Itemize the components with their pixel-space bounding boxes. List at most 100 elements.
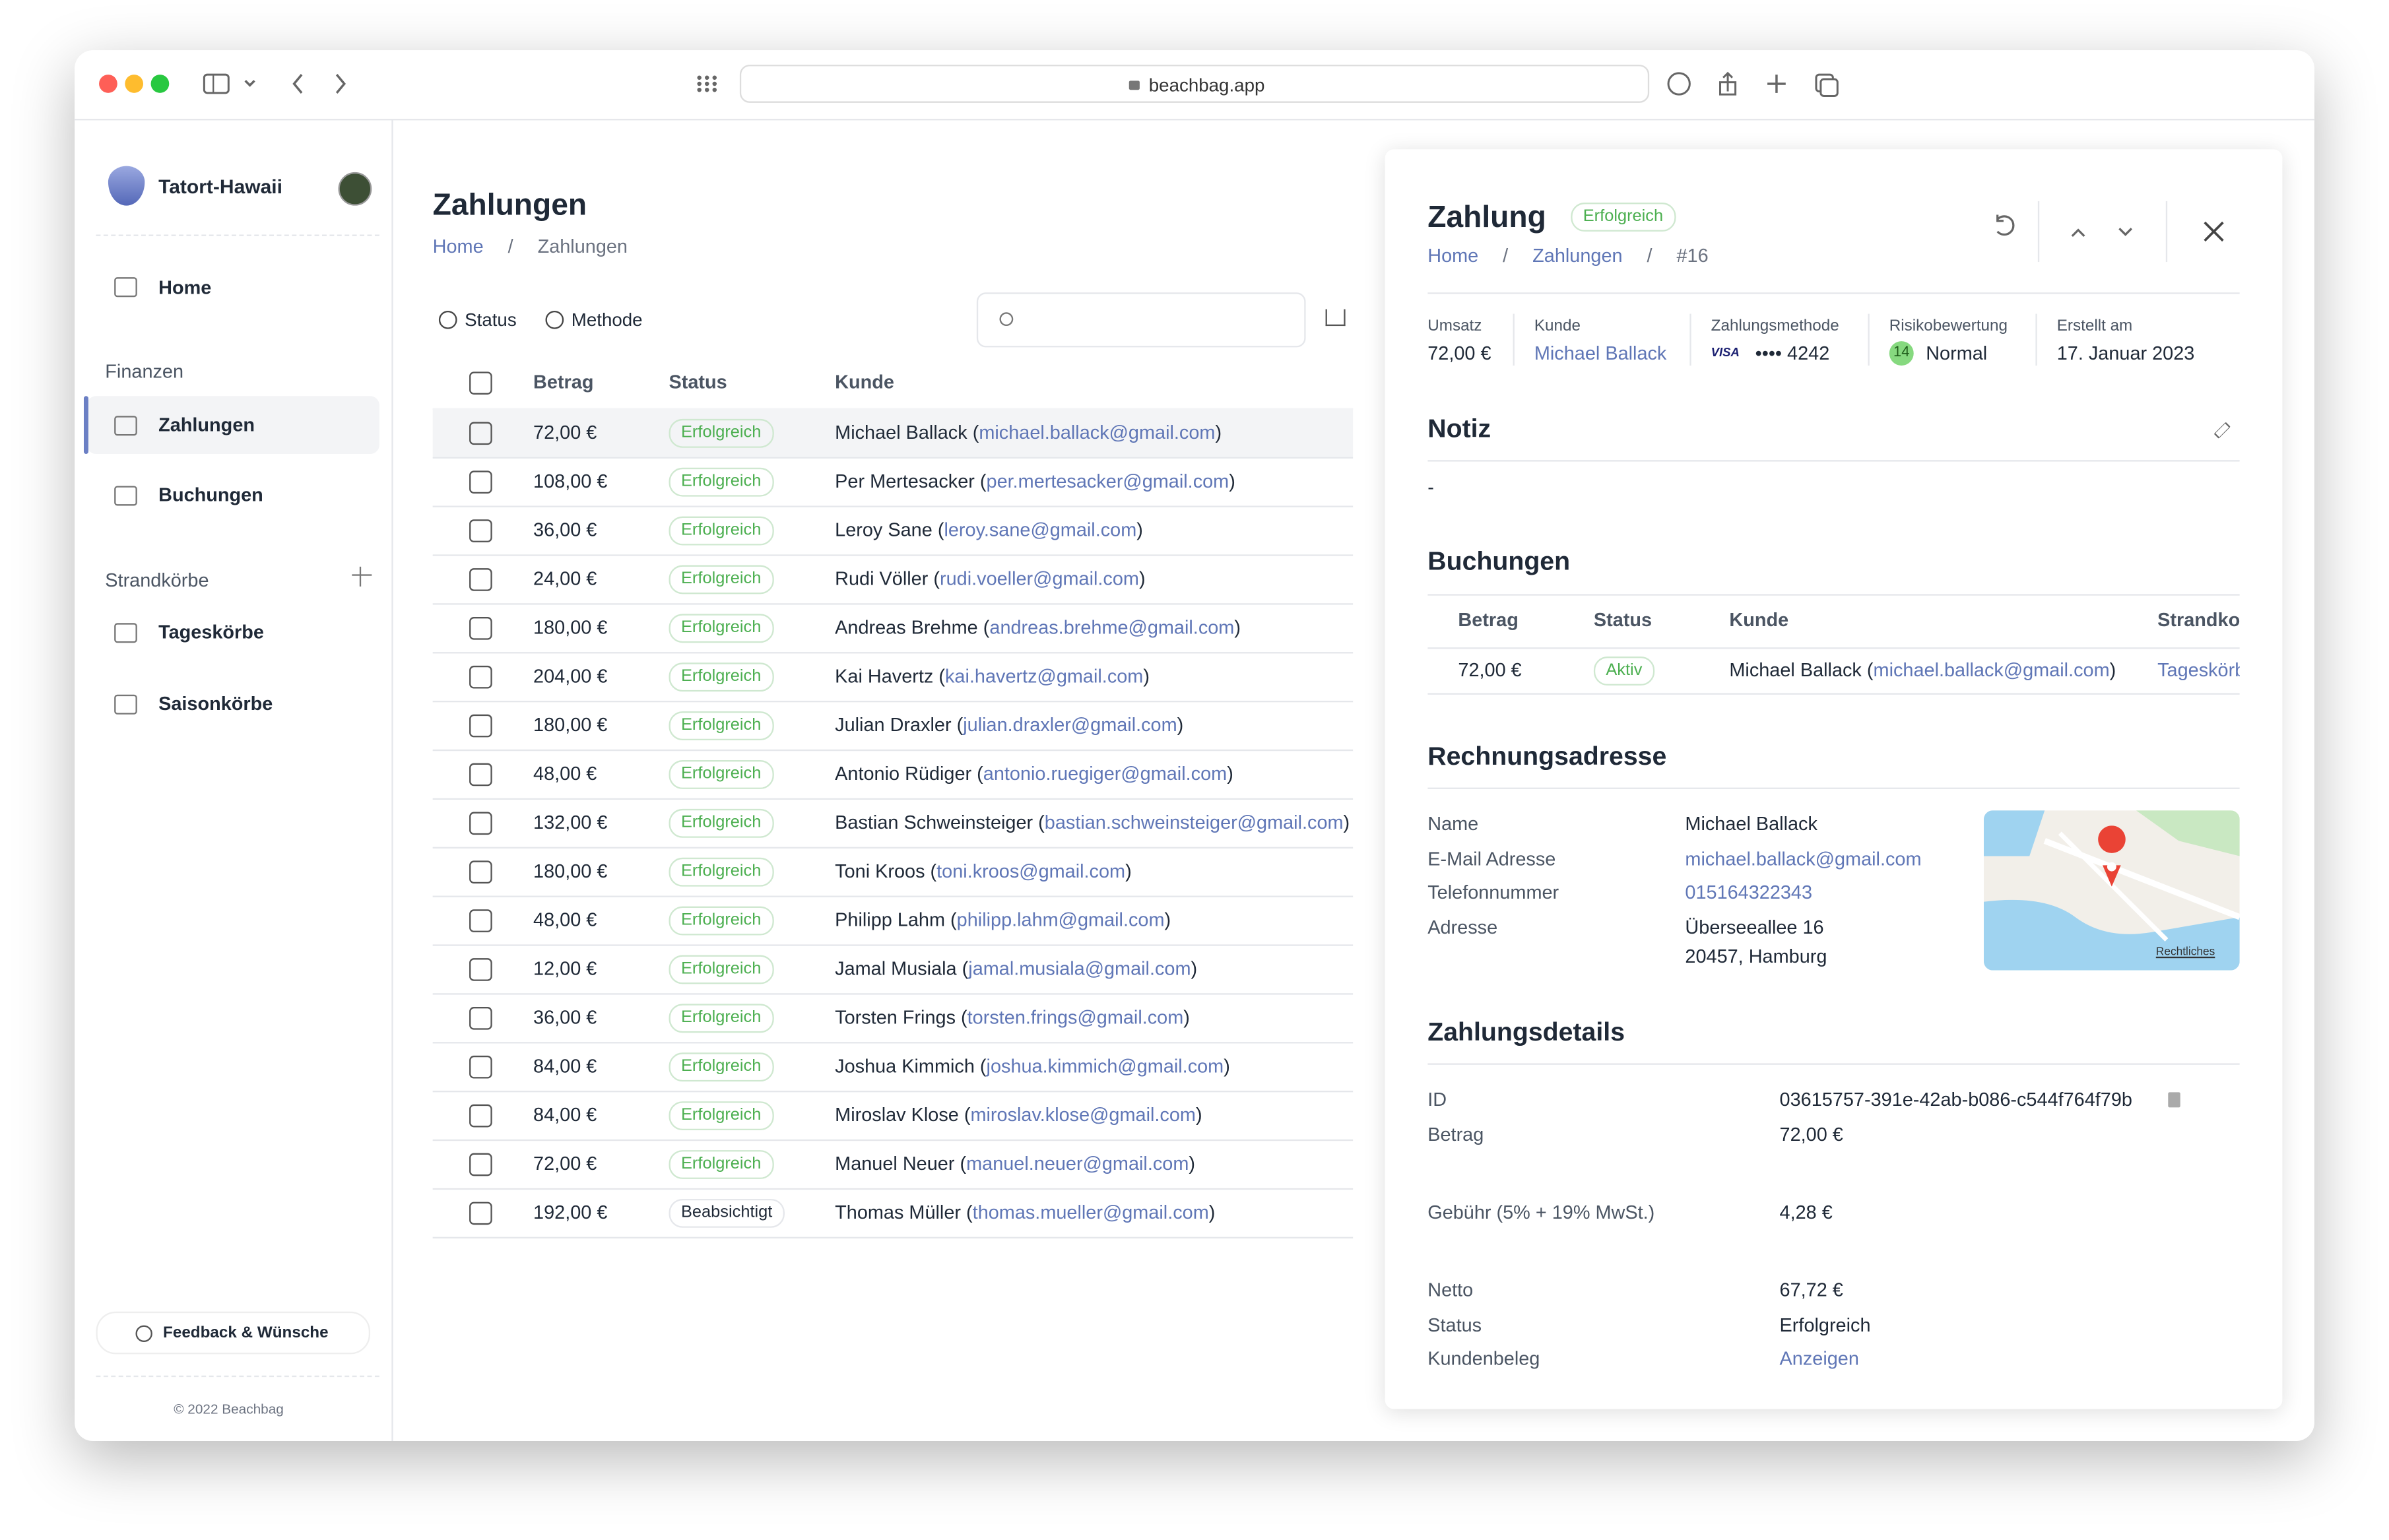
amount: 108,00 € [533, 470, 608, 492]
beach-chair[interactable]: Tageskörbe [2157, 659, 2240, 681]
customer-email[interactable]: rudi.voeller@gmail.com [933, 568, 1145, 589]
row-divider [432, 652, 1354, 654]
field-label: ID [1427, 1089, 1447, 1111]
customer-email[interactable]: antonio.ruegiger@gmail.com [977, 763, 1233, 785]
status-badge: Erfolgreich [669, 955, 773, 984]
status-badge: Erfolgreich [669, 1101, 773, 1131]
customer-email[interactable]: per.mertesacker@gmail.com [980, 470, 1235, 492]
section-title: Notiz [1427, 414, 1491, 443]
status-badge: Aktiv [1593, 657, 1654, 686]
row-divider [432, 1236, 1354, 1238]
stat-value[interactable]: Michael Ballack [1534, 342, 1667, 364]
checkbox[interactable] [469, 1104, 492, 1128]
edit-icon [2213, 422, 2231, 439]
checkbox[interactable] [469, 568, 492, 591]
nav-item[interactable]: Tageskörbe [158, 621, 264, 643]
amount: 132,00 € [533, 812, 608, 833]
customer: Michael Ballack michael.ballack@gmail.co… [835, 420, 1222, 445]
filter-icon [438, 310, 457, 329]
checkbox[interactable] [469, 714, 492, 738]
checkbox[interactable] [469, 519, 492, 542]
customer-email[interactable]: manuel.neuer@gmail.com [960, 1153, 1195, 1174]
amount: 36,00 € [533, 1007, 597, 1029]
field-value[interactable]: 015164322343 [1685, 882, 1813, 904]
nav-item[interactable]: Zahlungen [158, 414, 255, 436]
crumb link[interactable]: Home [432, 236, 484, 258]
amount: 192,00 € [533, 1202, 608, 1223]
field-value: 72,00 € [1779, 1124, 1843, 1146]
customer-email[interactable]: michael.ballack@gmail.com [1867, 660, 2116, 681]
feedback-button [96, 1311, 371, 1355]
feedback-text[interactable]: Feedback & Wünsche [163, 1324, 329, 1342]
nav-section: Strandkörbe [105, 569, 209, 591]
checkbox[interactable] [469, 958, 492, 981]
panel-controls[interactable] [1980, 201, 2239, 263]
customer-email[interactable]: torsten.frings@gmail.com [961, 1007, 1190, 1028]
customer-email[interactable]: michael.ballack@gmail.com [973, 422, 1222, 443]
customer-email[interactable]: leroy.sane@gmail.com [938, 519, 1143, 540]
url-text[interactable]: beachbag.app [1148, 75, 1265, 96]
stat-value: Normal [1926, 342, 1988, 364]
field-value: Überseeallee 16 [1685, 916, 1824, 939]
detail-content: Zahlung Erfolgreich HomeZahlungen#16 Umsatz… [1427, 149, 2240, 1409]
customer-email[interactable]: julian.draxler@gmail.com [957, 715, 1184, 736]
checkbox[interactable] [469, 1055, 492, 1079]
nav-item[interactable]: Home [158, 277, 212, 299]
customer-email[interactable]: andreas.brehme@gmail.com [983, 617, 1241, 638]
field-label: Name [1427, 813, 1479, 835]
field-value[interactable]: michael.ballack@gmail.com [1685, 848, 1922, 870]
checkbox[interactable] [469, 1007, 492, 1030]
search-input[interactable] [976, 292, 1306, 348]
nav-item[interactable]: Buchungen [158, 484, 263, 506]
nav-active-bar [83, 396, 88, 454]
field-label: Kundenbeleg [1427, 1348, 1540, 1370]
detail-title: Zahlung [1427, 201, 1546, 235]
row-divider [432, 749, 1354, 752]
checkbox[interactable] [469, 470, 492, 494]
amount: 180,00 € [533, 860, 608, 882]
checkbox[interactable] [469, 665, 492, 689]
nav-item[interactable]: Saisonkörbe [158, 693, 273, 715]
add-button[interactable] [350, 565, 372, 587]
customer-email[interactable]: bastian.schweinsteiger@gmail.com [1038, 812, 1350, 833]
crumb[interactable]: Home [1427, 245, 1479, 267]
customer-email[interactable]: jamal.musiala@gmail.com [962, 958, 1198, 979]
feedback-icon [135, 1325, 152, 1342]
customer: Kai Havertz kai.havertz@gmail.com [835, 664, 1150, 689]
customer-email[interactable]: joshua.kimmich@gmail.com [980, 1056, 1230, 1077]
customer-email[interactable]: toni.kroos@gmail.com [931, 860, 1132, 882]
stat-label: Zahlungsmethode [1711, 317, 1839, 335]
customer-email[interactable]: kai.havertz@gmail.com [938, 666, 1150, 687]
checkbox[interactable] [469, 422, 492, 445]
amount: 72,00 € [533, 422, 597, 443]
checkbox[interactable] [469, 1202, 492, 1225]
checkbox[interactable] [469, 812, 492, 835]
checkbox[interactable] [469, 617, 492, 640]
filter-button[interactable]: Methode [571, 309, 643, 331]
status-badge: Erfolgreich [669, 565, 773, 594]
checkbox[interactable] [469, 1153, 492, 1176]
crumb[interactable]: Zahlungen [1478, 245, 1622, 267]
amount: 12,00 € [533, 958, 597, 980]
filter-button[interactable]: Status [465, 309, 517, 331]
checkbox[interactable] [469, 763, 492, 786]
amount: 84,00 € [533, 1055, 597, 1077]
map[interactable] [1983, 810, 2240, 971]
field-value[interactable]: Anzeigen [1779, 1348, 1859, 1370]
column-header: Status [669, 371, 727, 393]
stat-divider [1868, 313, 1870, 366]
customer-email[interactable]: thomas.mueller@gmail.com [966, 1202, 1215, 1223]
field-value: 03615757-391e-42ab-b086-c544f764f79b [1779, 1089, 2132, 1111]
section-title: Rechnungsadresse [1427, 742, 1667, 771]
note-text: - [1427, 476, 1434, 498]
divider [96, 1375, 379, 1378]
row-divider [432, 554, 1354, 556]
checkbox[interactable] [469, 860, 492, 884]
row-divider [432, 798, 1354, 800]
nav-section: Finanzen [105, 361, 184, 383]
field-label: Status [1427, 1314, 1482, 1336]
customer-email[interactable]: miroslav.klose@gmail.com [964, 1105, 1202, 1126]
checkbox[interactable] [469, 909, 492, 932]
status-badge: Erfolgreich [669, 906, 773, 936]
customer-email[interactable]: philipp.lahm@gmail.com [950, 909, 1171, 930]
